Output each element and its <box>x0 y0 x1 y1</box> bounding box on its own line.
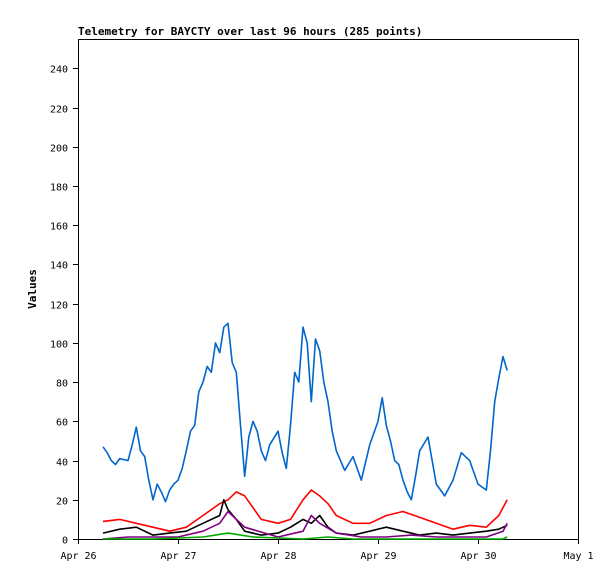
y-axis-label: Values <box>26 269 39 309</box>
series-line-3 <box>102 498 508 536</box>
y-tick-label: 200 <box>50 144 68 155</box>
y-tick-label: 60 <box>56 418 68 429</box>
y-tick-label: 0 <box>62 536 68 547</box>
x-tick-label: Apr 28 <box>260 551 296 562</box>
series-line-4 <box>102 510 508 540</box>
y-tick-label: 100 <box>50 340 68 351</box>
y-tick-label: 20 <box>56 497 68 508</box>
y-tick-label: 80 <box>56 379 68 390</box>
series-line-5 <box>103 532 508 540</box>
y-tick-label: 160 <box>50 222 68 233</box>
chart-title: Telemetry for BAYCTY over last 96 hours … <box>78 25 422 38</box>
y-tick-label: 40 <box>56 458 68 469</box>
x-tick-label: Apr 27 <box>160 551 196 562</box>
x-axis: Apr 26 Apr 27 Apr 28 Apr 29 Apr 30 May 1 <box>60 539 594 562</box>
series-line-1 <box>102 322 508 503</box>
plot-frame <box>78 39 579 540</box>
x-tick-label: Apr 29 <box>360 551 396 562</box>
y-tick-label: 240 <box>50 65 68 76</box>
x-tick-label: May 1 <box>563 551 593 562</box>
y-tick-label: 220 <box>50 105 68 116</box>
series-line-2 <box>102 489 508 533</box>
y-tick-label: 180 <box>50 183 68 194</box>
x-tick-label: Apr 30 <box>460 551 496 562</box>
y-tick-label: 140 <box>50 261 68 272</box>
series-layer <box>102 322 508 540</box>
x-tick-label: Apr 26 <box>60 551 96 562</box>
y-axis: 0 20 40 60 80 100 120 140 160 180 200 220 240 <box>50 65 78 547</box>
y-tick-label: 120 <box>50 301 68 312</box>
